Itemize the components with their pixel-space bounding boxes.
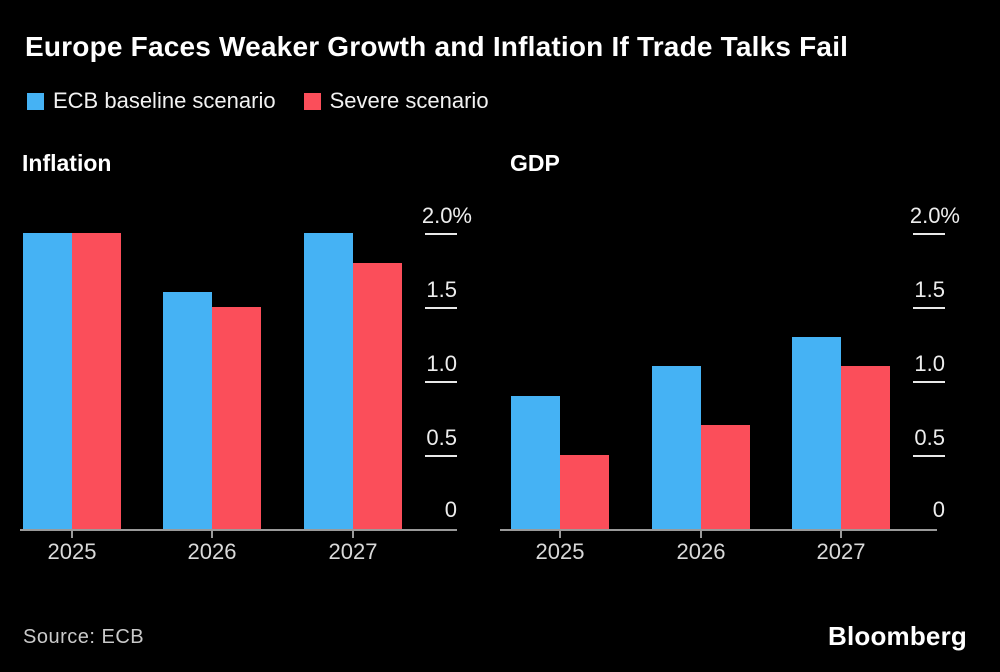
xtick-label-gdp-2025: 2025 (535, 539, 585, 564)
legend-swatch-baseline-icon (27, 92, 44, 110)
ytick-label-inflation-1.5: 1.5 (426, 277, 457, 302)
ytick-label-inflation-0: 0 (444, 497, 457, 522)
xtick-inflation-2027 (352, 531, 354, 538)
legend-item-severe: Severe scenario (303, 88, 489, 114)
ytick-label-gdp-1.0: 1.0 (914, 351, 945, 376)
ytick-label-inflation-1.0: 1.0 (426, 351, 457, 376)
ytick-dash-gdp-1.5 (913, 307, 945, 309)
xtick-gdp-2027 (840, 531, 842, 538)
xtick-inflation-2026 (211, 531, 213, 538)
x-axis-inflation (20, 529, 457, 531)
ytick-label-gdp-1.5: 1.5 (914, 277, 945, 302)
xtick-label-inflation-2027: 2027 (328, 539, 378, 564)
ytick-dash-gdp-0.5 (913, 455, 945, 457)
bar-inflation-2027-severe (353, 263, 402, 529)
ytick-dash-inflation-2.0% (425, 233, 457, 235)
ytick-label-inflation-2.0%: 2.0% (421, 203, 472, 228)
xtick-inflation-2025 (71, 531, 73, 538)
ytick-dash-inflation-1.5 (425, 307, 457, 309)
ytick-dash-inflation-1.0 (425, 381, 457, 383)
bar-gdp-2026-baseline (652, 366, 701, 529)
xtick-label-gdp-2026: 2026 (676, 539, 726, 564)
bloomberg-logo: Bloomberg (827, 621, 967, 651)
bar-inflation-2025-baseline (23, 233, 72, 529)
legend-item-baseline: ECB baseline scenario (27, 88, 276, 114)
ytick-label-gdp-2.0%: 2.0% (909, 203, 960, 228)
ytick-label-gdp-0: 0 (932, 497, 945, 522)
ytick-label-gdp-0.5: 0.5 (914, 425, 945, 450)
ytick-label-inflation-0.5: 0.5 (426, 425, 457, 450)
bar-inflation-2026-severe (212, 307, 261, 529)
chart-heading-inflation: Inflation (22, 150, 112, 176)
xtick-label-inflation-2026: 2026 (187, 539, 237, 564)
bar-gdp-2027-baseline (792, 337, 841, 529)
xtick-label-gdp-2027: 2027 (816, 539, 866, 564)
xtick-label-inflation-2025: 2025 (47, 539, 97, 564)
x-axis-gdp (500, 529, 937, 531)
bar-inflation-2025-severe (72, 233, 121, 529)
chart-title: Europe Faces Weaker Growth and Inflation… (25, 31, 849, 62)
bar-gdp-2025-baseline (511, 396, 560, 529)
ytick-dash-gdp-2.0% (913, 233, 945, 235)
bar-gdp-2026-severe (701, 425, 750, 529)
bar-inflation-2027-baseline (304, 233, 353, 529)
xtick-gdp-2026 (700, 531, 702, 538)
xtick-gdp-2025 (559, 531, 561, 538)
source-note: Source: ECB (23, 626, 145, 648)
bar-inflation-2026-baseline (163, 292, 212, 529)
legend-label-baseline: ECB baseline scenario (53, 88, 276, 113)
bar-gdp-2027-severe (841, 366, 890, 529)
legend: ECB baseline scenario Severe scenario (27, 88, 489, 114)
bar-gdp-2025-severe (560, 455, 609, 529)
ytick-dash-gdp-1.0 (913, 381, 945, 383)
ytick-dash-inflation-0.5 (425, 455, 457, 457)
chart-heading-gdp: GDP (510, 150, 560, 176)
legend-swatch-severe-icon (303, 92, 321, 110)
legend-label-severe: Severe scenario (329, 88, 489, 113)
